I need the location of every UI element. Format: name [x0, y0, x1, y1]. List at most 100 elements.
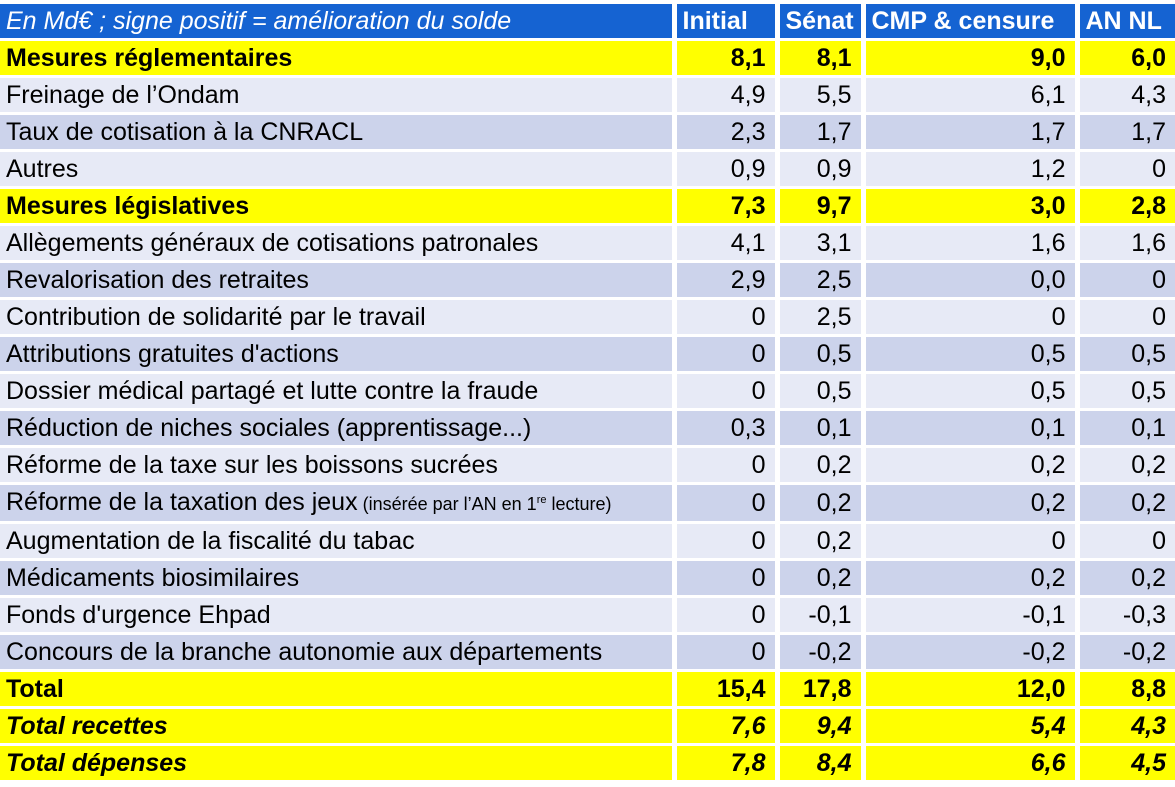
row-label: Total recettes [0, 707, 674, 746]
column-header-an-nl: AN NL [1074, 4, 1175, 41]
row-label: Concours de la branche autonomie aux dép… [0, 633, 674, 672]
row-value: 0,0 [860, 261, 1077, 300]
row-label: Augmentation de la fiscalité du tabac [0, 522, 674, 561]
table-body: Mesures réglementaires 8,1 8,1 9,0 6,0 Freina… [0, 39, 1175, 783]
table-row: Augmentation de la fiscalité du tabac 0 0,… [0, 522, 1175, 561]
table-row: Freinage de l’Ondam 4,9 5,5 6,1 4,3 [0, 76, 1175, 115]
row-value: 0,2 [1074, 446, 1175, 485]
row-value: 5,5 [774, 76, 863, 115]
row-value: -0,1 [774, 596, 863, 635]
row-value: -0,2 [860, 633, 1077, 672]
row-value: 12,0 [860, 670, 1077, 709]
row-value: 2,5 [774, 261, 863, 300]
row-value: -0,1 [860, 596, 1077, 635]
row-value: 0 [671, 446, 777, 485]
column-header-cmp-censure: CMP & censure [860, 4, 1077, 41]
table-row: Médicaments biosimilaires 0 0,2 0,2 0,2 [0, 559, 1175, 598]
row-value: 6,1 [860, 76, 1077, 115]
row-label: Revalorisation des retraites [0, 261, 674, 300]
row-label: Fonds d'urgence Ehpad [0, 596, 674, 635]
row-value: 2,3 [671, 113, 777, 152]
row-label: Médicaments biosimilaires [0, 559, 674, 598]
row-value: 0,1 [774, 409, 863, 448]
row-label: Contribution de solidarité par le travai… [0, 298, 674, 337]
row-value: 6,0 [1074, 39, 1175, 78]
row-value: 0,2 [774, 522, 863, 561]
column-header-initial: Initial [671, 4, 777, 41]
row-value: 9,7 [774, 187, 863, 226]
table-row: Revalorisation des retraites 2,9 2,5 0,0 0 [0, 261, 1175, 300]
measures-table: En Md€ ; signe positif = amélioration du… [0, 4, 1175, 783]
row-value: 0,2 [1074, 559, 1175, 598]
table-row: Réforme de la taxe sur les boissons sucr… [0, 446, 1175, 485]
row-value: 1,7 [860, 113, 1077, 152]
column-header-senat: Sénat [774, 4, 863, 41]
row-label: Réduction de niches sociales (apprentiss… [0, 409, 674, 448]
row-value: -0,3 [1074, 596, 1175, 635]
row-value: 2,9 [671, 261, 777, 300]
row-value: 0 [1074, 150, 1175, 189]
row-value: 0,2 [774, 559, 863, 598]
row-label: Dossier médical partagé et lutte contre … [0, 372, 674, 411]
row-label-note: (insérée par l’AN en 1re lecture) [357, 494, 612, 514]
row-value: 0,9 [671, 150, 777, 189]
row-value: 4,3 [1074, 707, 1175, 746]
row-value: 0,5 [774, 335, 863, 374]
row-value: 9,0 [860, 39, 1077, 78]
row-value: 8,4 [774, 744, 863, 783]
row-value: 0 [671, 596, 777, 635]
row-value: 0,5 [860, 335, 1077, 374]
table-row: Total 15,4 17,8 12,0 8,8 [0, 670, 1175, 709]
row-value: 1,6 [1074, 224, 1175, 263]
row-value: 0 [860, 298, 1077, 337]
row-label: Autres [0, 150, 674, 189]
row-value: 4,1 [671, 224, 777, 263]
row-label: Taux de cotisation à la CNRACL [0, 113, 674, 152]
table-row: Dossier médical partagé et lutte contre … [0, 372, 1175, 411]
table-row: Allègements généraux de cotisations patr… [0, 224, 1175, 263]
row-value: 8,1 [671, 39, 777, 78]
row-value: 0 [671, 335, 777, 374]
row-value: 17,8 [774, 670, 863, 709]
row-value: 1,6 [860, 224, 1077, 263]
row-value: 0,2 [860, 483, 1077, 524]
table-header-row: En Md€ ; signe positif = amélioration du… [0, 4, 1175, 41]
table-row: Taux de cotisation à la CNRACL 2,3 1,7 1,7 1… [0, 113, 1175, 152]
table-row: Contribution de solidarité par le travai… [0, 298, 1175, 337]
table-row: Réduction de niches sociales (apprentiss… [0, 409, 1175, 448]
row-value: 0 [671, 633, 777, 672]
row-value: 4,9 [671, 76, 777, 115]
row-value: 1,7 [1074, 113, 1175, 152]
row-value: 1,2 [860, 150, 1077, 189]
row-value: 0,1 [860, 409, 1077, 448]
row-label: Réforme de la taxe sur les boissons sucr… [0, 446, 674, 485]
row-label: Mesures réglementaires [0, 39, 674, 78]
row-value: 6,6 [860, 744, 1077, 783]
row-value: 0,2 [774, 483, 863, 524]
row-value: 0,2 [1074, 483, 1175, 524]
row-value: 15,4 [671, 670, 777, 709]
row-value: 0 [671, 522, 777, 561]
row-value: 2,8 [1074, 187, 1175, 226]
row-value: 0 [671, 559, 777, 598]
row-value: 2,5 [774, 298, 863, 337]
row-value: 3,0 [860, 187, 1077, 226]
row-value: 7,8 [671, 744, 777, 783]
row-value: 0,1 [1074, 409, 1175, 448]
table-title: En Md€ ; signe positif = amélioration du… [0, 4, 674, 41]
table-row: Concours de la branche autonomie aux dép… [0, 633, 1175, 672]
table-row: Total recettes 7,6 9,4 5,4 4,3 [0, 707, 1175, 746]
row-value: 0 [1074, 298, 1175, 337]
row-value: 5,4 [860, 707, 1077, 746]
row-value: 8,1 [774, 39, 863, 78]
row-value: 0,2 [774, 446, 863, 485]
row-value: 0,3 [671, 409, 777, 448]
table-row: Mesures législatives 7,3 9,7 3,0 2,8 [0, 187, 1175, 226]
row-label: Mesures législatives [0, 187, 674, 226]
row-value: 4,5 [1074, 744, 1175, 783]
table-row: Autres 0,9 0,9 1,2 0 [0, 150, 1175, 189]
row-value: 0 [860, 522, 1077, 561]
row-value: 0,5 [1074, 372, 1175, 411]
table-row: Total dépenses 7,8 8,4 6,6 4,5 [0, 744, 1175, 783]
table-row: Mesures réglementaires 8,1 8,1 9,0 6,0 [0, 39, 1175, 78]
